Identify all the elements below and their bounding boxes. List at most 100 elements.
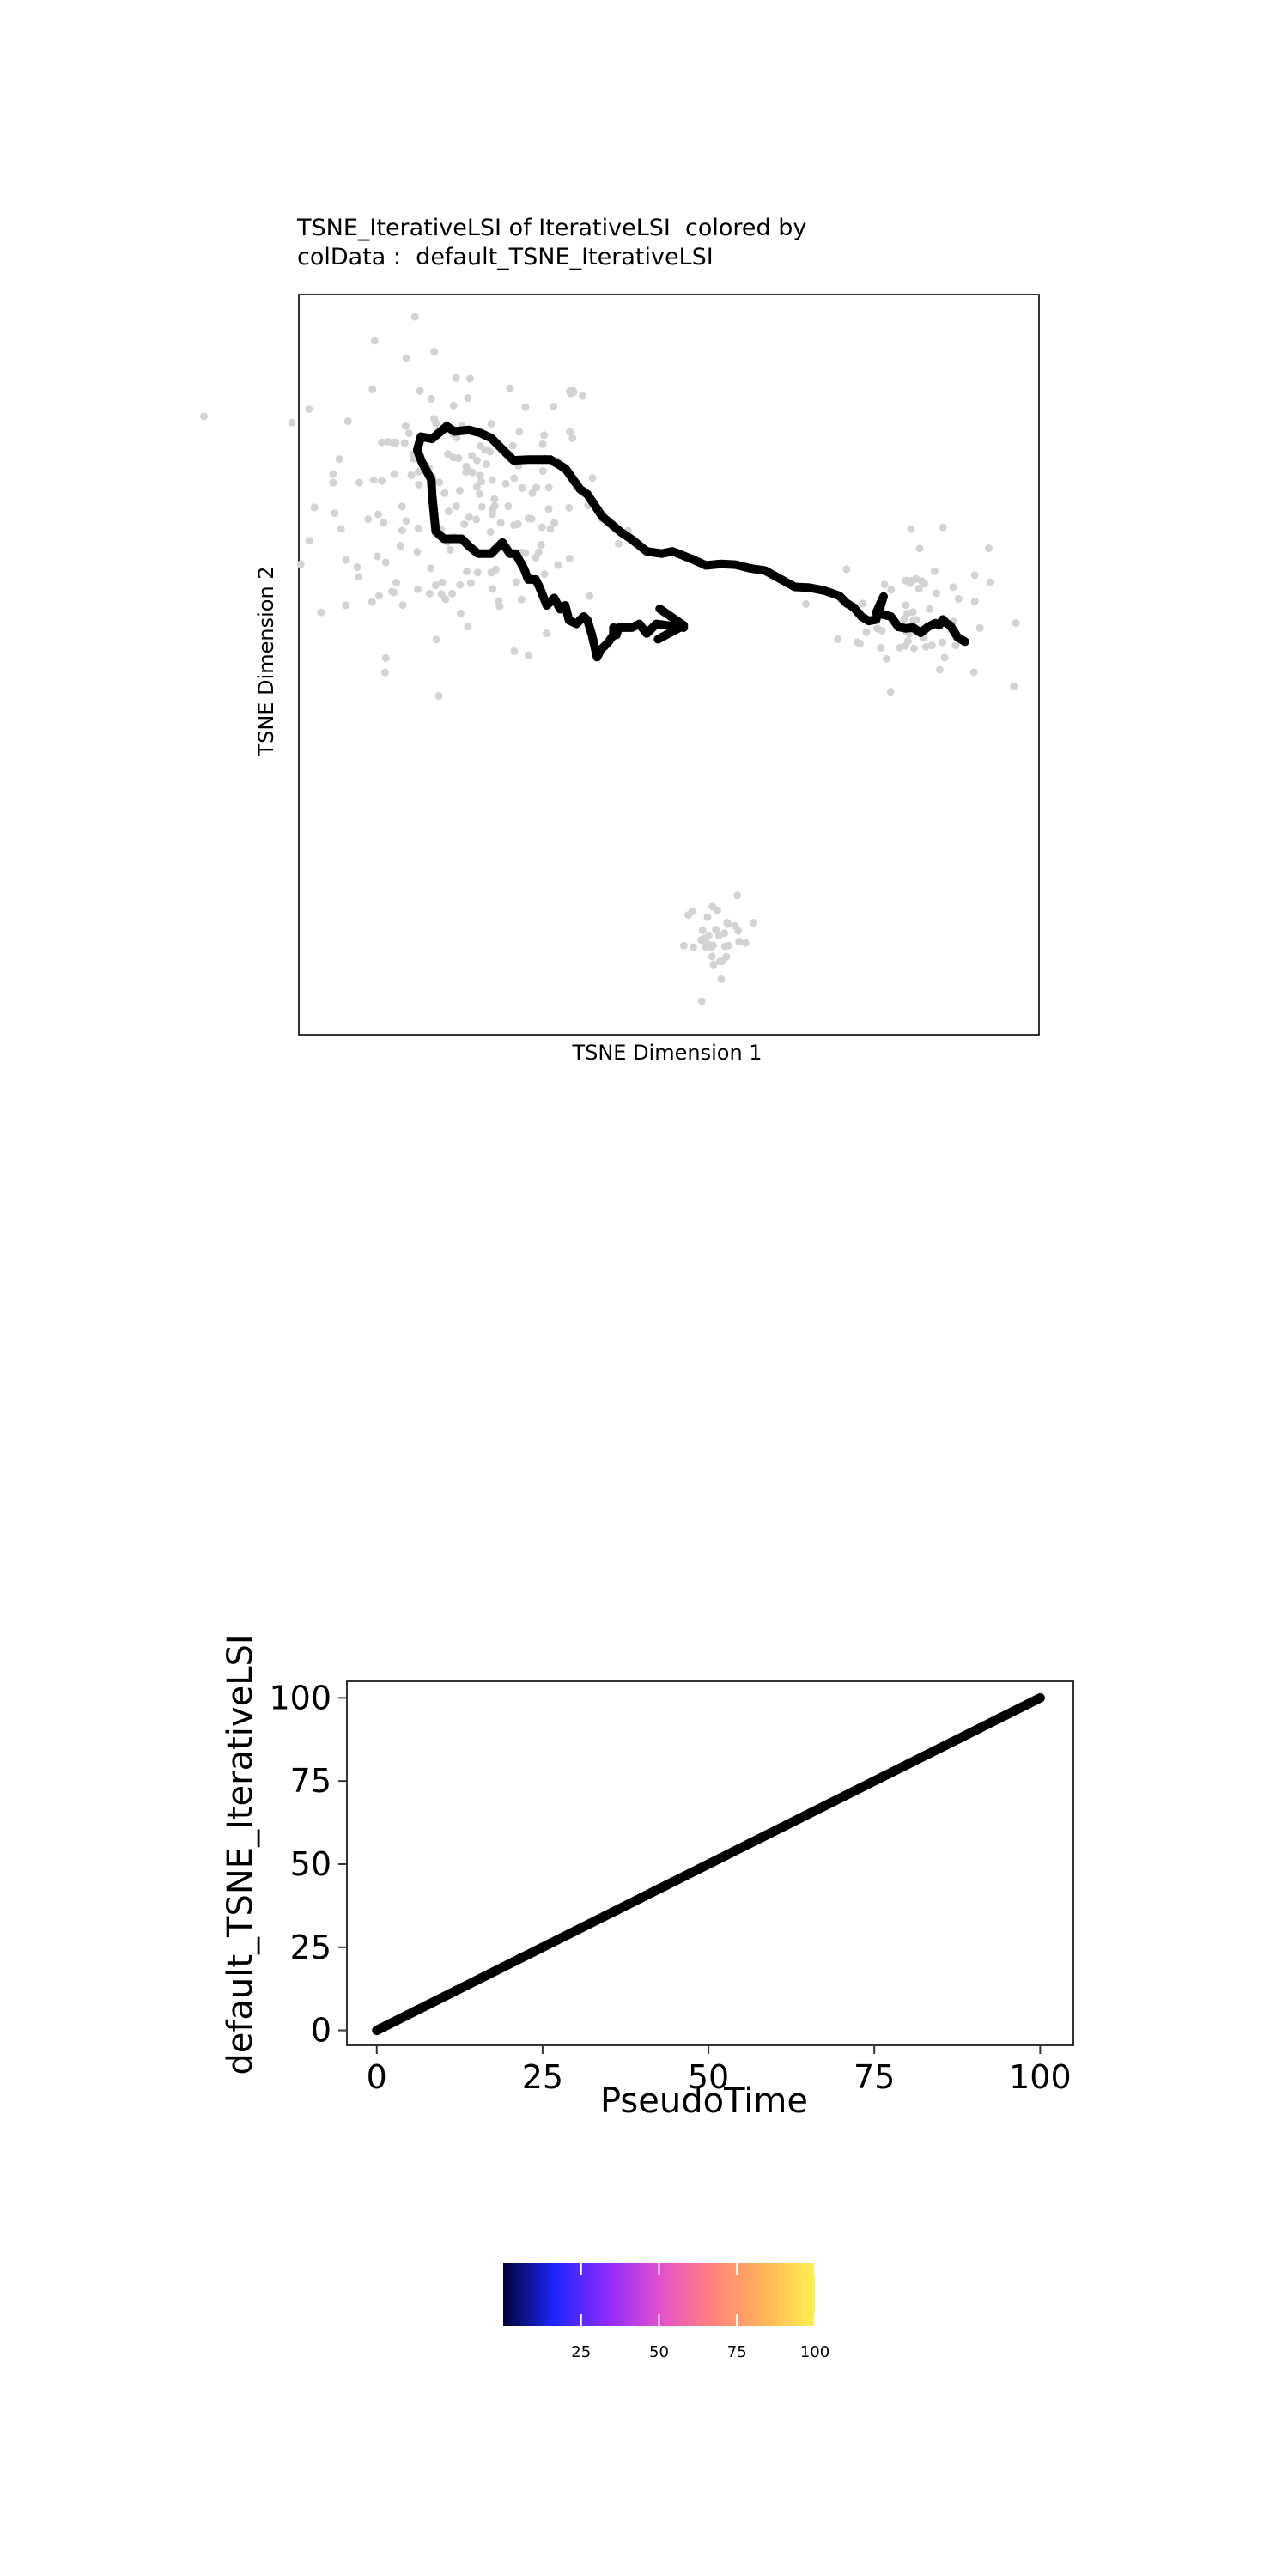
tsne-point — [404, 429, 413, 438]
tsne-point — [508, 441, 517, 450]
tsne-point — [353, 563, 361, 572]
tsne-point — [537, 540, 545, 549]
tsne-point — [452, 502, 460, 511]
tsne-point — [460, 519, 469, 528]
tsne-point — [374, 592, 383, 600]
tsne-point — [698, 926, 707, 934]
tsne-point — [718, 957, 726, 966]
tsne-point — [1010, 682, 1018, 690]
tsne-point — [703, 913, 712, 921]
tsne-point — [465, 513, 474, 521]
tsne-point — [802, 599, 811, 608]
tsne-point — [586, 592, 594, 600]
tsne-point — [369, 476, 378, 484]
tsne-point — [506, 384, 514, 392]
tsne-point — [413, 548, 422, 556]
tsne-point — [954, 594, 963, 603]
tsne-point — [431, 581, 440, 590]
tsne-point — [975, 623, 984, 632]
tsne-point — [465, 374, 474, 383]
tsne-point — [524, 651, 532, 659]
tsne-point — [588, 474, 597, 483]
tsne-point — [401, 422, 410, 430]
pseudotime-line — [372, 1692, 1045, 2036]
tsne-point — [510, 521, 519, 530]
tsne-point — [456, 580, 465, 589]
tsne-point — [873, 624, 882, 633]
tsne-point — [430, 415, 439, 423]
tsne-point — [473, 568, 482, 577]
tsne-point — [489, 585, 497, 593]
tsne-point — [510, 647, 519, 655]
tsne-point — [540, 431, 549, 440]
tsne-point — [697, 997, 706, 1005]
tsne-point — [430, 348, 439, 356]
y-tick-label: 75 — [290, 1762, 331, 1800]
tsne-point — [380, 668, 389, 677]
tsne-trajectory — [412, 422, 969, 662]
tsne-point — [477, 477, 485, 486]
tsne-point — [414, 524, 422, 532]
tsne-point — [331, 509, 339, 518]
x-tick-label: 0 — [367, 2058, 387, 2096]
tsne-point — [444, 507, 453, 516]
tsne-point — [544, 505, 553, 513]
tsne-point — [949, 583, 957, 592]
tsne-point — [709, 960, 718, 969]
tsne-point — [481, 446, 489, 454]
tsne-point — [930, 567, 939, 575]
tsne-point — [713, 906, 721, 914]
tsne-point — [521, 403, 530, 411]
tsne-point — [914, 584, 923, 592]
tsne-point — [568, 434, 577, 443]
tsne-point — [909, 644, 918, 653]
tsne-point — [448, 589, 457, 598]
tsne-point — [402, 355, 410, 363]
tsne-point — [400, 439, 409, 447]
tsne-point — [517, 595, 526, 604]
tsne-point — [918, 577, 927, 586]
tsne-point — [397, 541, 405, 550]
tsne-point — [414, 585, 422, 593]
tsne-point — [468, 468, 477, 477]
tsne-point — [310, 503, 319, 512]
tsne-point — [985, 544, 993, 553]
y-tick-label: 0 — [311, 2012, 331, 2050]
x-tick-label: 100 — [1009, 2058, 1072, 2096]
tsne-point — [512, 578, 520, 586]
tsne-point — [951, 641, 960, 650]
tsne-point — [438, 578, 447, 586]
tsne-point — [915, 544, 924, 553]
tsne-point — [927, 641, 936, 650]
tsne-point — [444, 450, 453, 459]
tsne-point — [468, 452, 477, 460]
tsne-point — [679, 941, 688, 950]
tsne-point — [390, 470, 398, 478]
trajectory-arrowhead — [653, 605, 689, 644]
tsne-point — [1012, 619, 1020, 628]
tsne-point — [466, 579, 475, 587]
tsne-point — [855, 640, 864, 648]
tsne-point — [305, 537, 313, 545]
tsne-point — [490, 501, 499, 510]
tsne-point — [939, 638, 947, 647]
tsne-point — [496, 519, 505, 527]
tsne-point — [427, 394, 435, 403]
tsne-point — [368, 598, 376, 606]
tsne-point — [373, 552, 381, 561]
tsne-point — [343, 417, 352, 426]
tsne-point — [476, 471, 484, 480]
tsne-point — [501, 479, 510, 488]
line-series — [372, 1692, 1045, 2036]
tsne-point — [464, 623, 472, 631]
line-ticks: 0 25 50 75 100 0 25 50 75 100 — [269, 1679, 1071, 2096]
tsne-point — [368, 386, 377, 394]
tsne-point — [528, 489, 537, 497]
tsne-point — [720, 942, 729, 951]
tsne-point — [538, 467, 547, 476]
tsne-point — [532, 553, 540, 562]
tsne-point — [305, 404, 313, 413]
tsne-point — [370, 337, 379, 345]
tsne-point — [454, 454, 463, 463]
tsne-point — [490, 495, 499, 503]
